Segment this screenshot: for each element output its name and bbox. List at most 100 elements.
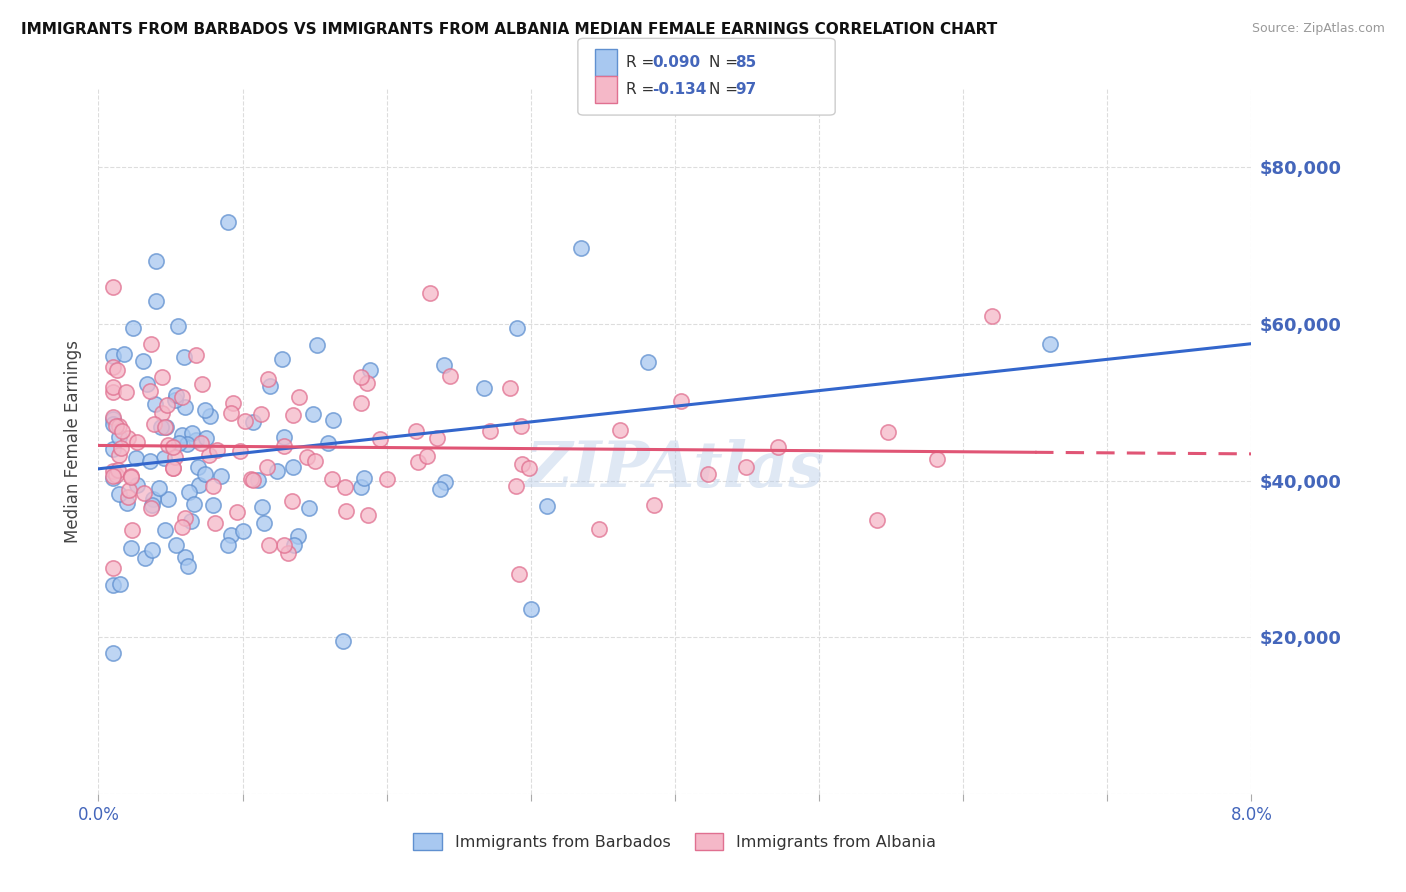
Point xyxy=(273,538,295,552)
Point xyxy=(132,486,155,500)
Text: 85: 85 xyxy=(735,55,756,70)
Point xyxy=(174,550,197,565)
Point xyxy=(101,412,124,426)
Point xyxy=(240,472,263,486)
Point xyxy=(433,358,456,372)
Text: 0.090: 0.090 xyxy=(652,55,700,70)
Point xyxy=(167,436,190,450)
Point xyxy=(536,499,558,513)
Point xyxy=(356,376,378,391)
Point xyxy=(416,449,439,463)
Point xyxy=(153,523,176,537)
Point xyxy=(322,413,344,427)
Point xyxy=(101,578,124,592)
Point xyxy=(283,538,305,552)
Point xyxy=(233,413,256,427)
Point xyxy=(150,420,173,434)
Point xyxy=(259,538,281,552)
Point xyxy=(101,464,124,478)
Point xyxy=(101,470,124,484)
Point xyxy=(499,381,522,395)
Point xyxy=(273,430,295,444)
Point xyxy=(981,310,1004,324)
Legend: Immigrants from Barbados, Immigrants from Albania: Immigrants from Barbados, Immigrants fro… xyxy=(408,827,942,856)
Point xyxy=(350,369,373,384)
Point xyxy=(157,438,180,452)
Point xyxy=(429,482,451,496)
Point xyxy=(433,475,456,489)
Point xyxy=(505,479,527,493)
Point xyxy=(927,452,949,467)
Point xyxy=(419,285,441,300)
Point xyxy=(107,463,129,477)
Point xyxy=(259,378,281,392)
Point xyxy=(173,350,195,364)
Point xyxy=(298,500,321,515)
Point xyxy=(141,500,163,515)
Point xyxy=(152,369,174,384)
Point xyxy=(150,406,173,420)
Point xyxy=(120,469,142,483)
Point xyxy=(277,545,299,559)
Point xyxy=(242,415,264,429)
Point xyxy=(156,492,179,507)
Point xyxy=(253,516,276,530)
Point xyxy=(101,349,124,363)
Point xyxy=(132,354,155,368)
Text: -0.134: -0.134 xyxy=(652,82,707,96)
Point xyxy=(177,558,200,573)
Text: R =: R = xyxy=(626,82,659,96)
Point xyxy=(217,538,239,552)
Point xyxy=(287,390,309,404)
Point xyxy=(637,355,659,369)
Point xyxy=(359,363,381,377)
Point xyxy=(141,543,163,558)
Point xyxy=(408,455,430,469)
Point xyxy=(734,459,756,474)
Point xyxy=(117,490,139,504)
Point xyxy=(335,504,357,518)
Point xyxy=(156,398,179,412)
Point xyxy=(194,402,217,417)
Point xyxy=(519,602,541,616)
Point xyxy=(287,529,309,543)
Point xyxy=(139,454,162,468)
Point xyxy=(571,241,593,255)
Point xyxy=(194,467,217,481)
Point xyxy=(101,646,124,660)
Point xyxy=(283,459,305,474)
Point xyxy=(180,514,202,528)
Point xyxy=(209,469,232,483)
Text: 97: 97 xyxy=(735,82,756,96)
Point xyxy=(472,381,495,395)
Point xyxy=(510,458,533,472)
Point xyxy=(101,380,124,394)
Point xyxy=(174,511,197,525)
Point xyxy=(405,424,427,438)
Point xyxy=(202,479,225,493)
Point xyxy=(162,460,184,475)
Point xyxy=(222,396,245,410)
Point xyxy=(165,392,187,407)
Point xyxy=(184,347,207,361)
Point xyxy=(207,442,229,457)
Point xyxy=(510,418,533,433)
Point xyxy=(136,376,159,391)
Point xyxy=(155,420,177,434)
Point xyxy=(142,491,165,506)
Point xyxy=(194,431,217,445)
Point xyxy=(508,566,530,581)
Point xyxy=(229,444,252,458)
Point xyxy=(219,528,242,542)
Point xyxy=(172,390,194,404)
Point xyxy=(118,483,141,497)
Point xyxy=(316,435,339,450)
Point xyxy=(153,419,176,434)
Point xyxy=(114,385,136,400)
Point xyxy=(162,440,184,454)
Point xyxy=(368,432,391,446)
Point xyxy=(179,485,201,500)
Point xyxy=(122,321,145,335)
Point xyxy=(125,478,148,492)
Point xyxy=(181,425,204,440)
